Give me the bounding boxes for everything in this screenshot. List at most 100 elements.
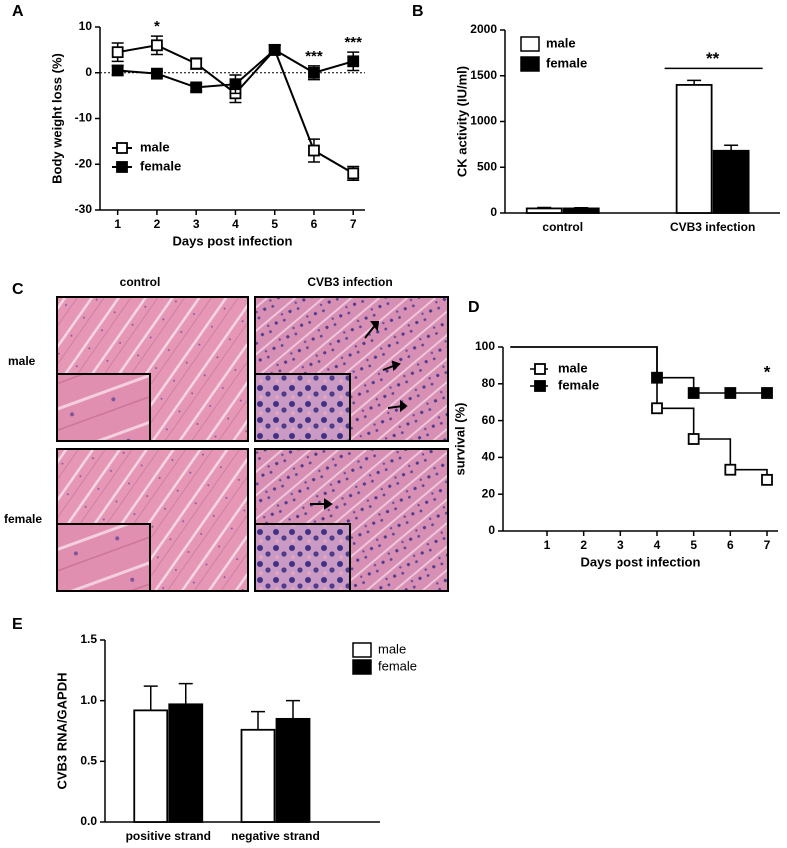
y-tick-label: 0.5: [80, 754, 97, 768]
x-tick-label: control: [542, 220, 583, 234]
legend-marker: [534, 380, 546, 392]
legend-marker: [116, 142, 128, 154]
marker: [687, 433, 700, 445]
x-tick-label: 6: [727, 538, 734, 552]
micrograph-inset: [56, 523, 151, 592]
x-tick-label: 2: [580, 538, 587, 552]
legend-swatch: [352, 659, 372, 675]
annotation: *: [764, 362, 771, 381]
arrows: [310, 321, 408, 510]
marker: [347, 167, 360, 180]
panel-letter: D: [468, 299, 480, 316]
marker: [190, 57, 203, 70]
y-tick-label: 20: [482, 486, 496, 500]
marker: [151, 39, 163, 52]
marker: [308, 66, 320, 79]
annotation: *: [154, 18, 160, 35]
legend-swatch: [520, 56, 540, 72]
y-tick-label: 2000: [470, 22, 497, 36]
y-tick-label: 1000: [470, 114, 497, 128]
y-tick-label: 80: [482, 376, 496, 390]
bar: [525, 207, 563, 214]
x-tick-label: 1: [114, 217, 121, 231]
column-header: control: [120, 275, 161, 289]
y-tick-label: 1.5: [80, 632, 97, 646]
annotation: **: [706, 49, 720, 68]
x-tick-label: 2: [154, 217, 161, 231]
panel-letter: A: [12, 3, 24, 20]
y-tick-label: -10: [75, 111, 93, 125]
y-tick-label: 0: [85, 65, 92, 79]
error-bar: [143, 685, 158, 711]
x-tick-label: 3: [193, 217, 200, 231]
bar: [275, 717, 311, 823]
marker: [761, 473, 773, 486]
marker: [190, 81, 203, 94]
x-axis-label: Days post infection: [581, 554, 701, 569]
survival-step: [510, 346, 767, 394]
legend-label: female: [558, 377, 599, 392]
marker: [687, 387, 700, 399]
y-tick-label: 0.0: [80, 814, 97, 828]
x-tick-label: CVB3 infection: [670, 220, 755, 234]
marker: [111, 64, 124, 77]
marker: [651, 371, 663, 384]
y-tick-label: -20: [75, 156, 93, 170]
legend-label: male: [558, 360, 588, 375]
marker: [761, 387, 773, 399]
x-tick-label: 5: [690, 538, 697, 552]
marker: [268, 43, 281, 56]
x-tick-label: 4: [654, 538, 661, 552]
histology-panel: C control CVB3 infection male female: [4, 275, 449, 592]
legend-label: female: [140, 158, 181, 173]
marker: [651, 402, 663, 415]
marker: [229, 78, 242, 91]
y-axis-label: CK activity (IU/ml): [454, 66, 469, 177]
legend-label: male: [378, 641, 406, 656]
x-axis-label: Days post infection: [173, 233, 293, 248]
legend-label: male: [546, 35, 576, 50]
x-tick-label: 6: [311, 217, 318, 231]
bar: [133, 709, 169, 823]
marker: [308, 144, 320, 157]
row-label: male: [8, 354, 36, 368]
marker: [151, 67, 163, 80]
marker: [111, 46, 124, 59]
annotation: ***: [305, 48, 323, 65]
panel-letter: E: [12, 616, 23, 633]
micrograph-inset: [254, 373, 351, 442]
annotation: ***: [344, 34, 362, 51]
y-tick-label: -30: [75, 202, 93, 216]
legend-label: male: [140, 139, 170, 154]
x-tick-label: 4: [232, 217, 239, 231]
bar: [168, 703, 204, 823]
x-tick-label: 1: [544, 538, 551, 552]
x-tick-label: positive strand: [126, 829, 211, 843]
micrograph-inset: [254, 523, 351, 592]
y-axis-label: Body weight loss (%): [49, 53, 64, 184]
error-bar: [286, 699, 300, 719]
y-axis-label: survival (%): [452, 403, 467, 476]
y-tick-label: 0: [490, 205, 497, 219]
panel-letter: C: [12, 281, 24, 298]
legend-marker: [534, 363, 546, 375]
x-tick-label: negative strand: [231, 829, 320, 843]
legend-swatch: [352, 642, 372, 658]
panel-letter: B: [412, 3, 424, 20]
legend-label: female: [378, 658, 417, 673]
legend-label: female: [546, 55, 587, 70]
bar: [712, 149, 750, 214]
column-header: CVB3 infection: [307, 275, 392, 289]
legend-marker: [116, 161, 128, 173]
marker: [347, 55, 360, 68]
legend-swatch: [520, 36, 540, 52]
y-tick-label: 10: [79, 19, 93, 33]
micrograph-inset: [56, 373, 151, 442]
y-tick-label: 40: [482, 450, 496, 464]
error-bar: [178, 682, 193, 705]
x-tick-label: 7: [764, 538, 771, 552]
row-label: female: [4, 512, 42, 526]
bar: [240, 728, 276, 823]
y-tick-label: 60: [482, 413, 496, 427]
